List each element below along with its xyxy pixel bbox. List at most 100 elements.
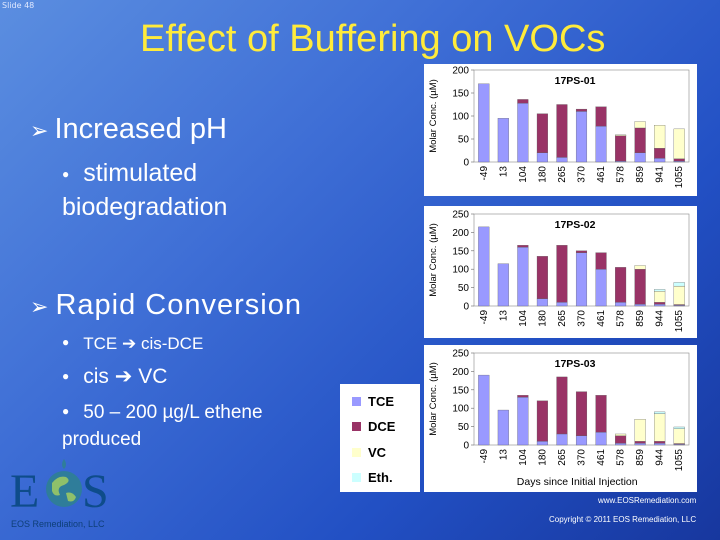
bar-segment-tce	[654, 158, 666, 163]
bar-segment-dce	[517, 245, 529, 248]
x-tick-label: 104	[518, 166, 529, 183]
legend-label: TCE	[368, 394, 394, 409]
bar-segment-vc	[634, 265, 646, 270]
bar-segment-dce	[556, 376, 568, 435]
bar-segment-tce	[497, 118, 509, 163]
bar-segment-dce	[575, 250, 588, 253]
y-tick-label: 0	[463, 158, 469, 169]
x-tick-label: 265	[557, 166, 568, 183]
bar-segment-tce	[536, 441, 548, 446]
x-tick-label: 944	[655, 449, 666, 466]
bar-segment-vc	[634, 121, 646, 129]
bullet-text: Increased pH	[54, 113, 227, 145]
x-tick-label: -49	[479, 166, 490, 181]
bar-segment-dce	[654, 302, 666, 305]
bar-segment-tce	[595, 269, 607, 307]
x-tick-label: 859	[635, 449, 646, 466]
chart-17ps-03: 0 50 100 150 200 250 Molar Conc. (µM) 17PS-03 -4…	[424, 345, 697, 492]
bar-segment-dce	[517, 99, 529, 104]
bar-segment-dce	[615, 135, 627, 162]
x-tick-label: 578	[616, 166, 627, 183]
bar-segment-tce	[478, 83, 490, 163]
bar-segment-dce	[654, 148, 666, 159]
bar-segment-tce	[634, 304, 646, 307]
bar-segment-tce	[595, 431, 607, 446]
bar-segment-eth	[673, 282, 685, 287]
bar-segment-vc	[673, 128, 685, 159]
y-tick-label: 200	[452, 66, 469, 77]
bar-segment-tce	[478, 374, 490, 446]
chart-title: 17PS-01	[555, 75, 596, 87]
x-tick-label: 104	[518, 449, 529, 466]
legend-label: DCE	[368, 419, 396, 434]
bar-segment-tce	[497, 409, 509, 446]
y-tick-label: 50	[458, 283, 470, 294]
water-drop-icon	[62, 459, 66, 469]
bar-segment-eth	[654, 411, 666, 414]
bar-segment-tce	[517, 102, 529, 163]
sub-bullet-cis-vc: ● cis ➔ VC	[62, 364, 167, 389]
y-tick-label: 150	[452, 89, 469, 100]
dot-bullet-icon: ●	[62, 335, 70, 349]
globe-land-icon	[52, 476, 69, 496]
bar-segment-tce	[556, 157, 568, 163]
bar-segment-tce	[634, 443, 646, 446]
bar-segment-tce	[575, 111, 588, 163]
sub-bullet-biodegradation: ● stimulated biodegradation	[62, 158, 332, 222]
logo-graphic: E S EOS Remediation, LLC	[10, 459, 109, 529]
x-tick-label: -49	[479, 310, 490, 325]
logo-letter-s: S	[82, 465, 109, 518]
slide-title: Effect of Buffering on VOCs	[140, 18, 606, 60]
bar-segment-tce	[478, 226, 490, 307]
bar-segment-dce	[575, 391, 588, 436]
sub-bullet-ethene: ● 50 – 200 µg/L ethene produced	[62, 400, 342, 453]
y-axis-label: Molar Conc. (µM)	[428, 79, 439, 153]
y-tick-label: 100	[452, 112, 469, 123]
footer-copyright: Copyright © 2011 EOS Remediation, LLC	[549, 515, 697, 524]
y-tick-label: 50	[458, 135, 470, 146]
bar-segment-tce	[615, 302, 627, 307]
x-tick-label: 859	[635, 310, 646, 327]
bar-segment-vc	[673, 285, 685, 305]
x-tick-label: 13	[498, 166, 509, 178]
x-tick-label: 578	[616, 449, 627, 466]
bar-segment-dce	[556, 245, 568, 303]
dot-bullet-icon: ●	[62, 167, 70, 181]
bar-segment-dce	[673, 158, 685, 162]
legend-label: Eth.	[368, 470, 393, 485]
chart-legend: TCE DCE VC Eth.	[340, 384, 420, 492]
y-tick-label: 200	[452, 228, 469, 239]
y-tick-label: 0	[463, 441, 469, 452]
bar-segment-dce	[615, 267, 627, 303]
bar-segment-dce	[595, 395, 607, 433]
logo-letter-e: E	[10, 465, 39, 518]
bar-segment-tce	[517, 397, 529, 446]
x-tick-label: -49	[479, 449, 490, 464]
x-tick-label: 1055	[674, 449, 685, 472]
chart-title: 17PS-02	[555, 219, 596, 231]
x-tick-label: 180	[537, 449, 548, 466]
bar-segment-vc	[654, 125, 666, 149]
bar-segment-dce	[556, 104, 568, 158]
y-tick-label: 100	[452, 404, 469, 415]
bullet-increased-ph: ➢ Increased pH	[30, 113, 227, 146]
x-tick-label: 13	[498, 449, 509, 461]
y-tick-label: 50	[458, 422, 470, 433]
globe-land-icon	[66, 492, 76, 502]
chart-svg: 0 50 100 150 200 Molar Conc. (µM) 17PS-01 -49 13…	[428, 66, 690, 188]
footer-website[interactable]: www.EOSRemediation.com	[598, 496, 697, 505]
bullet-rapid-conversion: ➢ Rapid Conversion	[30, 289, 302, 322]
sub-bullet-text: stimulated biodegradation	[62, 159, 228, 221]
x-tick-label: 180	[537, 310, 548, 327]
slide-number: Slide 48	[2, 1, 35, 10]
bar-segment-eth	[673, 426, 685, 429]
x-tick-label: 265	[557, 449, 568, 466]
bar-segment-vc	[654, 291, 666, 303]
bar-segment-vc	[673, 428, 685, 444]
bar-segment-dce	[654, 441, 666, 444]
dot-bullet-icon: ●	[62, 369, 70, 383]
sub-bullet-text: cis	[83, 365, 109, 388]
x-tick-label: 461	[596, 166, 607, 183]
x-tick-label: 104	[518, 310, 529, 327]
bar-segment-tce	[595, 125, 607, 163]
